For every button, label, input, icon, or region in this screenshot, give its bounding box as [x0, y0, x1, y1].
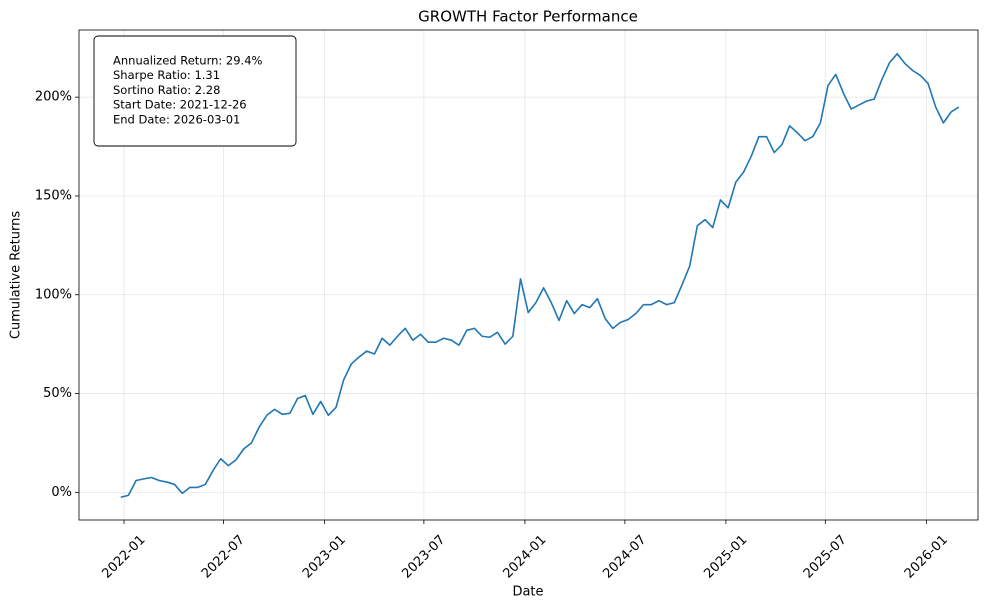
annotation-line: Sortino Ratio: 2.28: [113, 83, 220, 97]
y-axis-label: Cumulative Returns: [9, 211, 24, 339]
x-tick-label: 2023-01: [300, 532, 349, 581]
y-tick-label: 50%: [43, 386, 72, 401]
data-line: [120, 52, 960, 499]
annotation-line: Sharpe Ratio: 1.31: [113, 68, 220, 82]
x-tick-label: 2025-01: [701, 532, 750, 581]
y-tick-label: 100%: [35, 287, 72, 302]
y-tick-label: 0%: [51, 485, 72, 500]
x-tick-label: 2024-01: [500, 532, 549, 581]
annotation-line: Start Date: 2021-12-26: [113, 98, 247, 112]
x-tick-label: 2024-07: [600, 532, 649, 581]
x-tick-label: 2022-01: [100, 532, 149, 581]
x-tick-label: 2022-07: [199, 532, 248, 581]
x-tick-label: 2023-07: [399, 532, 448, 581]
y-tick-label: 150%: [35, 188, 72, 203]
x-axis-label: Date: [512, 585, 543, 600]
annotation-line: Annualized Return: 29.4%: [113, 54, 263, 68]
chart-title: GROWTH Factor Performance: [418, 8, 638, 26]
annotation-line: End Date: 2026-03-01: [113, 112, 240, 126]
x-tick-label: 2025-07: [801, 532, 850, 581]
annotation-box: [93, 35, 297, 147]
plot-frame: [78, 29, 979, 521]
x-tick-label: 2026-01: [902, 532, 951, 581]
y-tick-label: 200%: [35, 90, 72, 105]
